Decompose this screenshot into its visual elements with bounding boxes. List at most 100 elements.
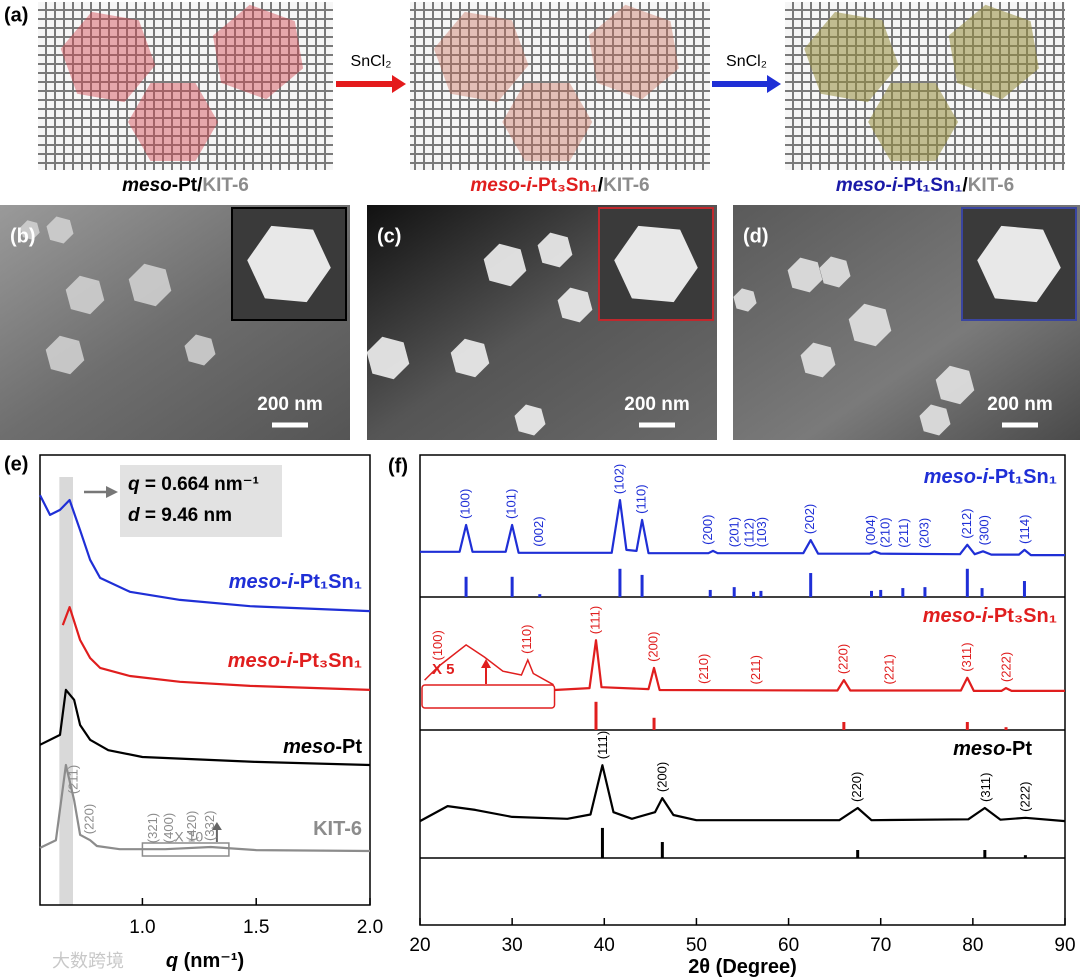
peak-label: (004) <box>863 515 878 545</box>
caption-part: meso-Pt <box>122 175 198 196</box>
x-tick-label: 70 <box>870 935 891 956</box>
series-name: meso-i-Pt₁Sn₁ <box>229 571 362 593</box>
peak-label: (300) <box>976 515 991 545</box>
peak-label: (311) <box>959 642 974 671</box>
peak-label: (220) <box>835 644 850 674</box>
x-axis-label: q (nm⁻¹) <box>166 950 244 972</box>
peak-label: (321) <box>145 813 160 843</box>
panel-label: (d) <box>743 225 769 247</box>
particle <box>366 336 410 380</box>
arrow-head <box>392 75 406 93</box>
particle <box>948 4 1039 100</box>
caption: meso-i-Pt₃Sn₁/KIT-6 <box>470 175 649 196</box>
peak-label: (311) <box>978 773 993 802</box>
x-tick-label: 40 <box>594 935 615 956</box>
arrow-label: SnCl₂ <box>726 53 767 70</box>
peak-label: (400) <box>161 813 176 843</box>
peak-label: (203) <box>916 518 931 548</box>
series-name: meso-Pt <box>953 738 1032 760</box>
panel-label: (f) <box>388 455 408 477</box>
mesh-image <box>410 2 710 170</box>
caption-part: / <box>598 175 604 196</box>
peak-label: (211) <box>896 518 911 547</box>
peak-label: (002) <box>531 516 546 546</box>
inset-curve <box>424 643 554 686</box>
curve <box>419 764 1066 823</box>
x-tick-label: 30 <box>502 935 523 956</box>
particle <box>733 288 757 312</box>
peak-label: (420) <box>184 811 199 841</box>
caption-part: KIT-6 <box>968 175 1014 196</box>
curve <box>554 639 1065 692</box>
particle <box>483 243 527 287</box>
inset-particle <box>614 225 698 303</box>
series-name: meso-i-Pt₃Sn₁ <box>228 650 362 672</box>
peak-label: (100) <box>458 489 473 519</box>
particle <box>819 256 851 288</box>
panel-label: (b) <box>10 225 36 247</box>
x-tick-label: 20 <box>409 935 430 956</box>
particle <box>433 11 529 103</box>
x-tick-label: 2.0 <box>357 917 383 938</box>
inset-zoom-label: X 5 <box>432 661 455 678</box>
particle <box>60 11 156 103</box>
annotation: q = 0.664 nm⁻¹ <box>128 474 259 495</box>
panel-label: (c) <box>377 225 401 247</box>
peak-label: (222) <box>998 652 1013 682</box>
x-tick-label: 90 <box>1054 935 1075 956</box>
curve <box>39 494 371 613</box>
peak-label: (220) <box>849 772 864 802</box>
particle <box>804 11 899 103</box>
peak-label: (111) <box>587 606 602 634</box>
series-name: meso-i-Pt₃Sn₁ <box>923 605 1057 627</box>
peak-label: (102) <box>611 464 626 494</box>
peak-label: (202) <box>802 504 817 534</box>
panel-label: (a) <box>4 4 28 26</box>
peak-label: (110) <box>634 484 649 513</box>
caption-part: KIT-6 <box>603 175 649 196</box>
x-tick-label: 80 <box>962 935 983 956</box>
caption-part: meso-i-Pt₁Sn₁ <box>836 175 963 196</box>
peak-label: (200) <box>700 515 715 545</box>
peak-label: (332) <box>202 811 217 841</box>
peak-label: (200) <box>645 632 660 662</box>
series-name: meso-i-Pt₁Sn₁ <box>924 466 1057 488</box>
annotation-box <box>120 465 282 537</box>
particle <box>557 287 593 323</box>
particle <box>935 365 975 405</box>
peak-label: (201) <box>727 517 742 547</box>
zoom-arrow-head <box>211 822 222 830</box>
peak-label: (221) <box>881 654 896 684</box>
particle <box>919 404 951 436</box>
peak-label: (220) <box>82 804 97 834</box>
particle <box>45 335 85 375</box>
inset-particle <box>977 225 1061 303</box>
peak-label: (210) <box>878 517 893 547</box>
zoom-label: X 10 <box>174 829 203 845</box>
particle <box>20 220 40 240</box>
particle <box>537 232 573 268</box>
particle <box>787 257 823 293</box>
peak-label: (212) <box>959 508 974 538</box>
particle <box>450 338 490 378</box>
inset-particle <box>247 225 331 303</box>
panel-label: (e) <box>4 453 28 475</box>
arrow-label: SnCl₂ <box>351 53 392 70</box>
particle <box>65 275 105 315</box>
peak-label: (112) <box>741 518 756 547</box>
peak-label: (114) <box>1017 515 1032 544</box>
scale-bar-label: 200 nm <box>987 394 1052 415</box>
scale-bar-label: 200 nm <box>257 394 322 415</box>
plot-frame <box>39 454 371 906</box>
caption: meso-i-Pt₁Sn₁/KIT-6 <box>836 175 1014 196</box>
arrow-head <box>767 75 781 93</box>
caption: meso-Pt/KIT-6 <box>122 175 249 196</box>
peak-label: (210) <box>696 654 711 684</box>
peak-label: (200) <box>655 762 670 792</box>
particle <box>184 334 216 366</box>
caption-part: / <box>197 175 203 196</box>
inset-arrow-head <box>481 659 491 668</box>
particle <box>128 83 218 161</box>
